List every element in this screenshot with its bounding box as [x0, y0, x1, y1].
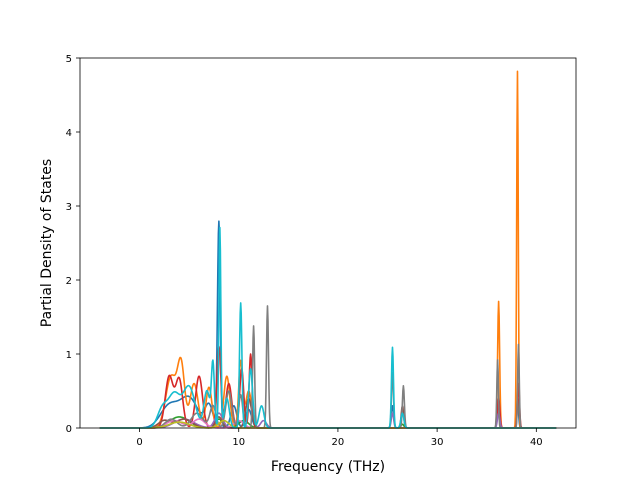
y-tick-label: 4 [66, 128, 72, 139]
y-tick-label: 3 [66, 202, 72, 213]
series-line-6 [99, 397, 557, 429]
x-tick-label: 30 [431, 437, 444, 448]
x-axis-label: Frequency (THz) [271, 459, 385, 475]
series-line-10 [99, 226, 557, 429]
y-axis-ticks: 0 1 2 3 4 5 [66, 54, 80, 435]
y-axis-label: Partial Density of States [39, 159, 55, 327]
series-line-8 [99, 305, 557, 429]
x-tick-label: 10 [232, 437, 245, 448]
y-tick-label: 0 [66, 424, 72, 435]
x-tick-label: 0 [136, 437, 142, 448]
series-lines [99, 70, 557, 429]
y-tick-label: 5 [66, 54, 72, 65]
y-tick-label: 1 [66, 350, 72, 361]
x-tick-label: 20 [332, 437, 345, 448]
x-axis-ticks: 0 10 20 30 40 [136, 428, 543, 448]
x-tick-label: 40 [530, 437, 543, 448]
series-line-2 [99, 70, 557, 429]
plot-frame [79, 57, 577, 429]
series-line-1 [99, 220, 557, 429]
y-tick-label: 2 [66, 276, 72, 287]
